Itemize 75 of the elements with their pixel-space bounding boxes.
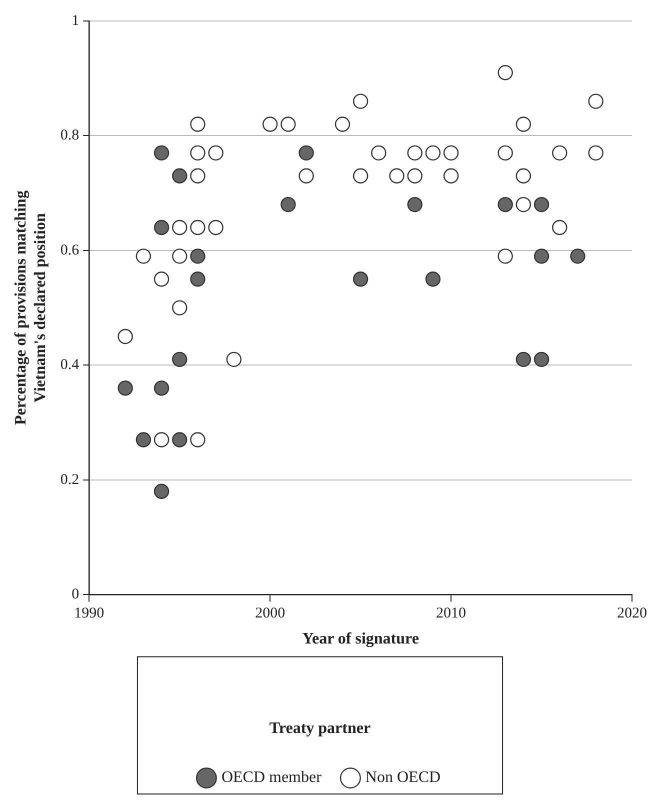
point	[280, 116, 296, 132]
point	[190, 116, 206, 132]
y-tick-label: 0	[72, 586, 80, 603]
point	[190, 220, 206, 236]
point	[298, 168, 314, 184]
point	[190, 248, 206, 264]
x-tick-label: 2020	[617, 606, 647, 622]
point	[534, 196, 550, 212]
point	[407, 168, 422, 184]
point	[172, 248, 188, 264]
point	[352, 94, 368, 109]
point	[208, 145, 224, 161]
point	[352, 168, 368, 184]
point	[172, 432, 188, 448]
point	[334, 116, 350, 132]
point	[190, 168, 206, 184]
point	[154, 484, 170, 499]
point	[498, 145, 513, 161]
point	[172, 352, 188, 368]
point	[190, 432, 206, 448]
point	[136, 432, 152, 448]
point	[498, 196, 513, 212]
x-tick-label: 2000	[255, 606, 286, 622]
y-tick-label: 0.6	[60, 242, 80, 258]
point	[298, 145, 314, 161]
point	[154, 220, 170, 236]
point	[407, 196, 422, 212]
y-tick-label: 0.4	[60, 357, 80, 374]
point	[516, 196, 532, 212]
point	[552, 145, 568, 161]
point	[118, 328, 133, 344]
point	[425, 145, 441, 161]
point	[588, 94, 604, 109]
y-axis-title: Percentage of provisions matching Vietnam's declared position	[12, 190, 49, 426]
point	[443, 168, 459, 184]
point	[172, 168, 188, 184]
point	[262, 116, 278, 132]
point	[136, 248, 152, 264]
point	[352, 272, 368, 287]
y-tick-label: 0.8	[60, 128, 80, 144]
point	[280, 196, 296, 212]
point	[516, 168, 532, 184]
point	[498, 248, 513, 264]
point	[425, 272, 441, 287]
point	[570, 248, 586, 264]
point	[190, 272, 206, 287]
point	[226, 352, 242, 368]
point	[172, 220, 188, 236]
legend-label: Non OECD	[365, 769, 441, 786]
point	[407, 145, 422, 161]
point	[534, 352, 550, 368]
y-tick-label: 1	[72, 12, 80, 29]
point	[389, 168, 404, 184]
point	[588, 145, 604, 161]
legend-label: OECD member	[221, 769, 322, 786]
x-tick-label: 1990	[74, 606, 104, 622]
x-axis-title: Year of signature	[302, 630, 419, 648]
point	[498, 65, 513, 80]
point	[516, 352, 532, 368]
point	[172, 300, 188, 316]
legend-title: Treaty partner	[269, 720, 371, 737]
point	[154, 380, 170, 396]
point	[534, 248, 550, 264]
point	[552, 220, 568, 236]
point	[118, 380, 133, 396]
point	[190, 145, 206, 161]
point	[208, 220, 224, 236]
point	[371, 145, 386, 161]
point	[443, 145, 459, 161]
point	[154, 272, 170, 287]
y-tick-label: 0.2	[60, 472, 80, 488]
x-tick-label: 2010	[436, 606, 466, 622]
point	[154, 145, 170, 161]
point	[516, 116, 532, 132]
point	[154, 432, 170, 448]
